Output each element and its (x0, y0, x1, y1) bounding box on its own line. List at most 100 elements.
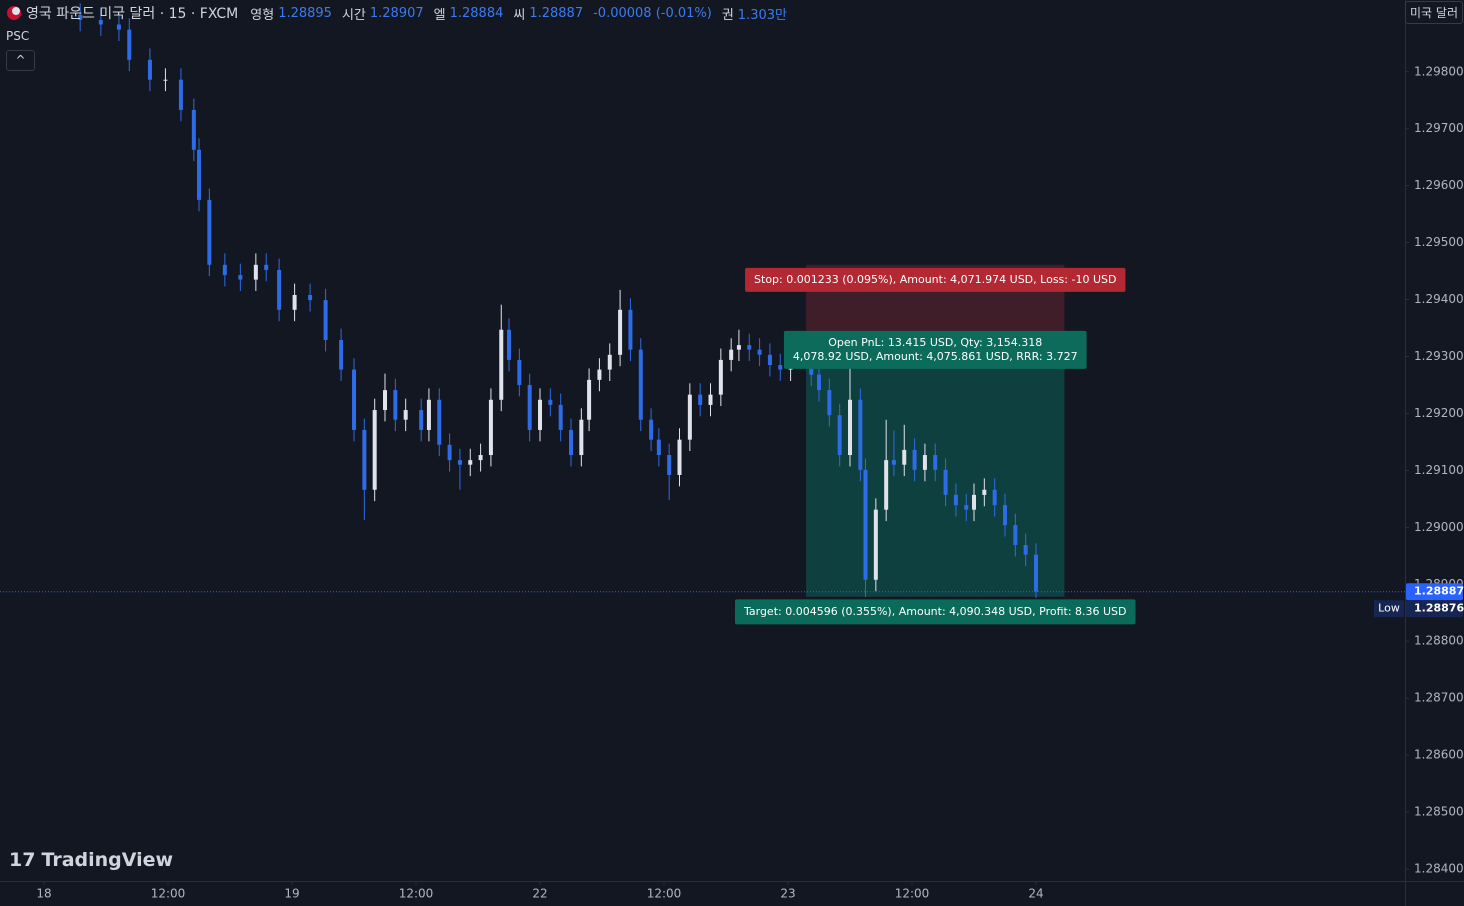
change: -0.00008 (-0.01%) (593, 5, 712, 21)
candle-body (468, 460, 473, 465)
candle-body (426, 399, 431, 430)
x-tick-label: 12:00 (647, 887, 682, 901)
candle-body (698, 394, 703, 405)
low-tag-text: 1.28876 (1414, 602, 1464, 615)
candle-body (527, 384, 532, 430)
candle-body (708, 394, 713, 405)
candle-body (499, 329, 504, 400)
candle-body (992, 489, 997, 506)
y-tick-label: 1.29300 (1414, 349, 1464, 363)
candle-body (1013, 525, 1018, 546)
target-label: Target: 0.004596 (0.355%), Amount: 4,090… (734, 599, 1136, 625)
candle-body (891, 460, 896, 465)
stop-label-bg (745, 267, 1126, 292)
candle-body (197, 149, 202, 200)
ohlc-value: 1.28887 (529, 5, 584, 21)
candle-body (1023, 545, 1028, 555)
x-tick-label: 24 (1028, 887, 1043, 901)
y-tick-label: 1.29100 (1414, 463, 1464, 477)
candle-body (372, 410, 377, 490)
candle-body (964, 505, 969, 510)
low-tag (1406, 600, 1463, 618)
stop-label-text: Stop: 0.001233 (0.095%), Amount: 4,071.9… (754, 273, 1116, 286)
candle-body (677, 439, 682, 475)
candle-body (873, 509, 878, 580)
flag-icon (7, 6, 21, 20)
collapse-button[interactable]: ^ (6, 50, 35, 71)
candle-body (884, 460, 889, 510)
candle-body (339, 339, 344, 370)
candle-body (383, 390, 388, 411)
candle-body (618, 309, 623, 355)
ohlc-label: 영형 (250, 7, 275, 23)
y-tick-label: 1.29700 (1414, 121, 1464, 135)
candle-body (587, 379, 592, 420)
x-tick-label: 18 (36, 887, 51, 901)
candle-body (687, 394, 692, 440)
candle-body (667, 455, 672, 475)
candle-body (1034, 554, 1039, 592)
ohlc-label: 시간 (341, 7, 366, 23)
candle-body (98, 19, 103, 25)
legend-header: 영국 파운드 미국 달러 · 15 · FXCM 영형 1.28895 시간 1.2… (6, 3, 793, 23)
y-tick-label: 1.29600 (1414, 178, 1464, 192)
candle-body (488, 399, 493, 456)
y-tick-label: 1.28400 (1414, 862, 1464, 876)
candle-body (393, 390, 398, 420)
candle-body (308, 294, 313, 301)
y-tick-label: 1.28500 (1414, 805, 1464, 819)
candle-body (757, 349, 762, 355)
candle-body (292, 294, 297, 310)
candle-body (352, 369, 357, 430)
candle-body (403, 410, 408, 420)
low-label-bg (1374, 600, 1404, 618)
candle-body (238, 275, 243, 280)
candle-body (457, 460, 462, 465)
ohlc-value: 1.28884 (449, 5, 504, 21)
candle-body (548, 399, 553, 405)
candle-body (447, 444, 452, 461)
candle-body (207, 199, 212, 265)
candle-body (419, 410, 424, 430)
candle-body (656, 439, 661, 456)
candle-body (1003, 505, 1008, 526)
candle-body (362, 429, 367, 490)
candle-body (943, 469, 948, 495)
candle-body (178, 79, 183, 110)
candle-body (116, 24, 121, 30)
symbol[interactable]: 영국 파운드 미국 달러 · 15 · FXCM (26, 6, 239, 22)
y-tick-label: 1.28600 (1414, 748, 1464, 762)
x-tick-label: 22 (532, 887, 547, 901)
logo[interactable]: 17 TradingView (9, 849, 174, 871)
candle-body (607, 354, 612, 370)
candle-body (837, 415, 842, 456)
last-price-tag-text: 1.28887 (1414, 585, 1464, 598)
candle-body (863, 469, 868, 580)
candle-body (933, 455, 938, 470)
candle-body (579, 419, 584, 456)
ohlc-value: 1.28895 (278, 5, 332, 21)
indicator-label[interactable]: PSC (6, 29, 30, 43)
candle-body (902, 449, 907, 465)
candle-body (767, 354, 772, 366)
candle-body (982, 489, 987, 495)
pnl-label-bg (783, 330, 1087, 369)
currency-button[interactable]: 미국 달러 (1405, 1, 1463, 24)
candle-body (569, 429, 574, 456)
candle-body (222, 264, 227, 276)
candle-body (718, 359, 723, 395)
x-tick-label: 19 (284, 887, 299, 901)
pnl-label: Open PnL: 13.415 USD, Qty: 3,154.3184,07… (783, 330, 1087, 369)
candle-body (817, 374, 822, 391)
last-price-tag (1406, 583, 1463, 601)
candle-body (127, 29, 132, 60)
volume-label: 권 (721, 7, 734, 23)
candle-body (538, 399, 543, 430)
low-label: Low (1378, 602, 1400, 615)
y-tick-label: 1.29200 (1414, 406, 1464, 420)
candle-body (972, 494, 977, 510)
candle-body (323, 300, 328, 340)
candle-body (277, 269, 282, 310)
candle-body (78, 14, 83, 20)
